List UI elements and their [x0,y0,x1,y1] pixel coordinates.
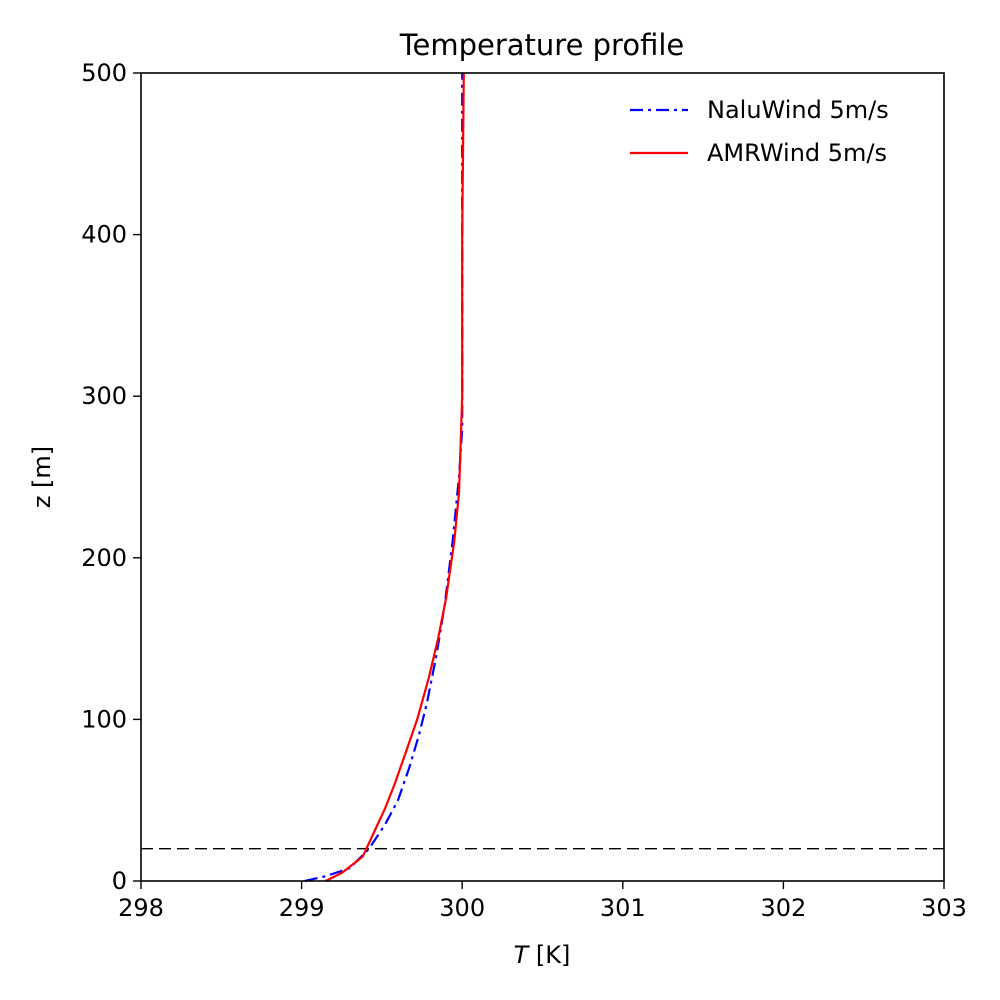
legend: NaluWind 5m/s AMRWind 5m/s [630,96,889,167]
series-layer [141,72,944,883]
x-tick-label: 299 [279,894,325,922]
y-tick-label: 100 [81,705,127,733]
plot-frame [140,72,945,882]
series-line-0 [304,73,464,883]
y-tick-label: 400 [81,221,127,249]
y-tick-label: 200 [81,544,127,572]
x-tick-label: 302 [760,894,806,922]
chart-title: Temperature profile [399,28,685,62]
x-axis-variable: T [514,941,531,969]
y-axis-label: z [m] [28,446,56,508]
legend-label-0: NaluWind 5m/s [707,96,889,124]
legend-label-1: AMRWind 5m/s [707,139,887,167]
y-axis-ticks: 0 100 200 300 400 500 [81,59,141,895]
x-axis-ticks: 298 299 300 301 302 303 [118,881,967,922]
y-tick-label: 500 [81,59,127,87]
x-axis-label: T [K] [514,941,571,969]
x-tick-label: 298 [118,894,164,922]
y-tick-label: 0 [112,867,127,895]
series-line-1 [325,72,465,882]
y-tick-label: 300 [81,382,127,410]
x-tick-label: 301 [600,894,646,922]
x-axis-unit: [K] [536,941,570,969]
x-tick-label: 303 [921,894,967,922]
x-tick-label: 300 [439,894,485,922]
